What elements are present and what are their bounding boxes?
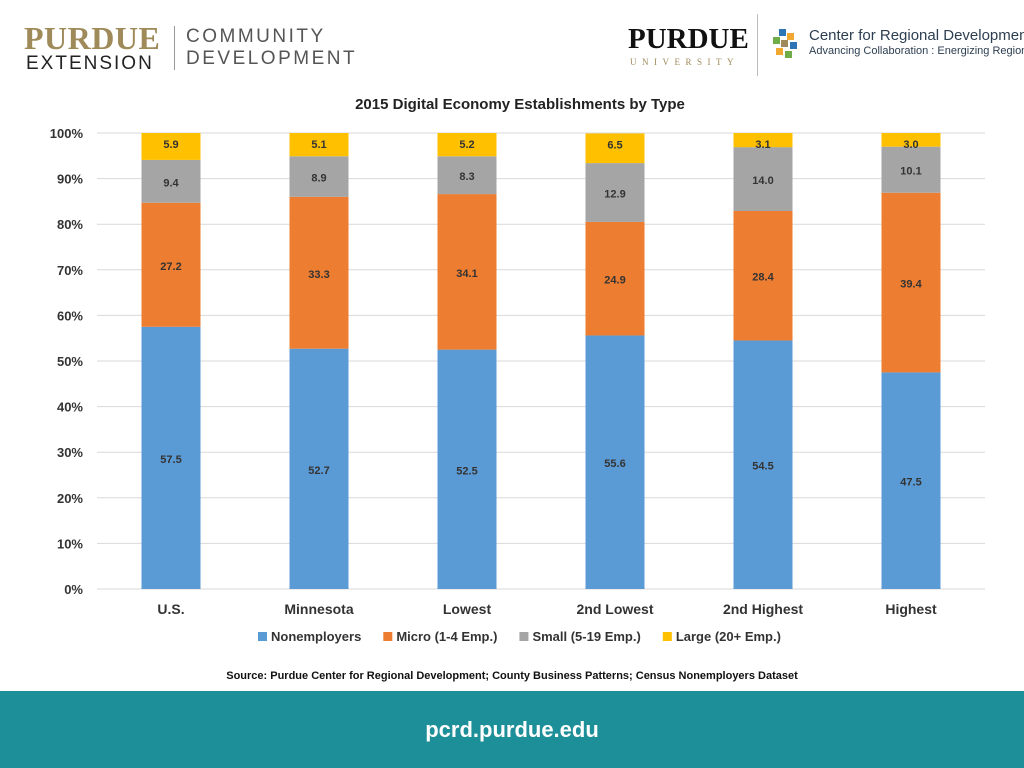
- data-label: 33.3: [308, 269, 329, 281]
- header-divider: [757, 14, 758, 76]
- bar-segment: [733, 147, 793, 211]
- y-tick-label: 100%: [50, 126, 84, 141]
- data-label: 10.1: [900, 166, 921, 178]
- purdue-logo-wordmark: PURDUE: [628, 23, 749, 55]
- y-tick-label: 80%: [57, 217, 83, 232]
- data-label: 5.2: [459, 139, 474, 151]
- data-label: 39.4: [900, 279, 922, 291]
- y-tick-label: 70%: [57, 263, 83, 278]
- data-label: 24.9: [604, 275, 625, 287]
- data-label: 3.1: [755, 139, 770, 151]
- purdue-extension-logo[interactable]: PURDUE EXTENSION COMMUNITY DEVELOPMENT: [24, 20, 355, 74]
- data-label: 8.3: [459, 171, 474, 183]
- y-tick-label: 30%: [57, 445, 83, 460]
- footer-url-link[interactable]: pcrd.purdue.edu: [425, 717, 599, 742]
- y-tick-label: 50%: [57, 354, 83, 369]
- bar-segment: [585, 335, 645, 589]
- y-tick-label: 0%: [64, 582, 83, 597]
- header: PURDUE EXTENSION COMMUNITY DEVELOPMENT P…: [0, 0, 1024, 85]
- bar-segment: [141, 202, 201, 327]
- source-note: Source: Purdue Center for Regional Devel…: [226, 670, 798, 682]
- bar-segment: [437, 133, 497, 157]
- legend-item[interactable]: Micro (1-4 Emp.): [396, 629, 497, 644]
- bar-segment: [141, 326, 201, 589]
- bar-segment: [289, 196, 349, 349]
- bar-segment: [437, 156, 497, 195]
- purdue-logo-university: UNIVERSITY: [630, 57, 739, 67]
- data-label: 34.1: [456, 268, 477, 280]
- data-label: 52.5: [456, 465, 477, 477]
- extension-logo-development: DEVELOPMENT: [186, 48, 358, 69]
- bar-segment: [881, 192, 941, 373]
- bar-segment: [141, 159, 201, 203]
- y-tick-label: 20%: [57, 491, 83, 506]
- bar-segment: [585, 163, 645, 222]
- chart-legend: Nonemployers Micro (1-4 Emp.) Small (5-19 …: [258, 629, 781, 644]
- y-tick-label: 60%: [57, 308, 83, 323]
- x-tick-label: 2nd Lowest: [576, 601, 653, 617]
- bar-segment: [289, 133, 349, 157]
- data-label: 3.0: [903, 139, 918, 151]
- data-label: 9.4: [163, 177, 179, 189]
- legend-swatch: [662, 632, 672, 641]
- data-label: 28.4: [752, 272, 774, 284]
- data-label: 47.5: [900, 477, 921, 489]
- bar-segment: [289, 348, 349, 589]
- legend-swatch: [383, 632, 393, 641]
- data-label: 5.9: [163, 139, 178, 151]
- data-label: 57.5: [160, 454, 181, 466]
- data-label: 8.9: [311, 173, 326, 185]
- data-label: 55.6: [604, 458, 625, 470]
- stacked-bar-chart: 2015 Digital Economy Establishments by T…: [50, 96, 985, 644]
- data-label: 14.0: [752, 175, 773, 187]
- legend-item[interactable]: Small (5-19 Emp.): [532, 629, 640, 644]
- x-tick-label: Minnesota: [284, 601, 353, 617]
- x-axis: U.S. Minnesota Lowest 2nd Lowest 2nd Highest…: [157, 601, 937, 617]
- data-label: 27.2: [160, 261, 181, 273]
- chart-bars: 57.5 27.2 9.4 5.9 52.7 33.3 8.9 5.1 52.5 34.1 8.3 5…: [141, 133, 941, 589]
- x-tick-label: 2nd Highest: [723, 601, 803, 617]
- bar-segment: [881, 372, 941, 589]
- bar-segment: [733, 340, 793, 589]
- bar-segment: [881, 133, 941, 147]
- purdue-university-logo[interactable]: PURDUE UNIVERSITY: [628, 23, 749, 72]
- data-label: 12.9: [604, 189, 625, 201]
- bar-segment: [733, 210, 793, 341]
- legend-swatch: [258, 632, 267, 641]
- bar-segment: [437, 349, 497, 589]
- legend-item[interactable]: Large (20+ Emp.): [676, 629, 781, 644]
- extension-logo-purdue: PURDUE: [24, 20, 161, 56]
- pcrd-logo-icon: [773, 29, 797, 58]
- y-tick-label: 10%: [57, 536, 83, 551]
- bar-segment: [585, 133, 645, 164]
- bar-segment: [733, 133, 793, 148]
- extension-logo-community: COMMUNITY: [186, 26, 326, 47]
- extension-logo-divider: [174, 26, 175, 70]
- bar-segment: [437, 194, 497, 350]
- x-tick-label: U.S.: [157, 601, 184, 617]
- x-tick-label: Highest: [885, 601, 937, 617]
- chart-gridlines: [97, 132, 985, 590]
- x-tick-label: Lowest: [443, 601, 492, 617]
- bar-segment: [289, 156, 349, 197]
- legend-item[interactable]: Nonemployers: [271, 629, 361, 644]
- y-tick-label: 40%: [57, 400, 83, 415]
- extension-logo-extension: EXTENSION: [26, 53, 154, 74]
- bar-segment: [141, 133, 201, 160]
- data-label: 54.5: [752, 461, 773, 473]
- data-label: 5.1: [311, 139, 326, 151]
- data-label: 52.7: [308, 465, 329, 477]
- y-axis: 0% 10% 20% 30% 40% 50% 60% 70% 80% 90% 100%: [50, 126, 84, 597]
- bar-segment: [881, 146, 941, 193]
- pcrd-logo-title: Center for Regional Development: [809, 27, 1024, 44]
- y-tick-label: 90%: [57, 172, 83, 187]
- legend-swatch: [519, 632, 529, 641]
- extension-logo-community-development: COMMUNITY DEVELOPMENT: [186, 26, 357, 70]
- pcrd-logo-tagline: Advancing Collaboration : Energizing Reg…: [809, 45, 1024, 57]
- chart-title: 2015 Digital Economy Establishments by T…: [355, 96, 685, 113]
- bar-segment: [585, 221, 645, 336]
- footer-bar: pcrd.purdue.edu: [0, 691, 1024, 768]
- data-label: 6.5: [607, 139, 622, 151]
